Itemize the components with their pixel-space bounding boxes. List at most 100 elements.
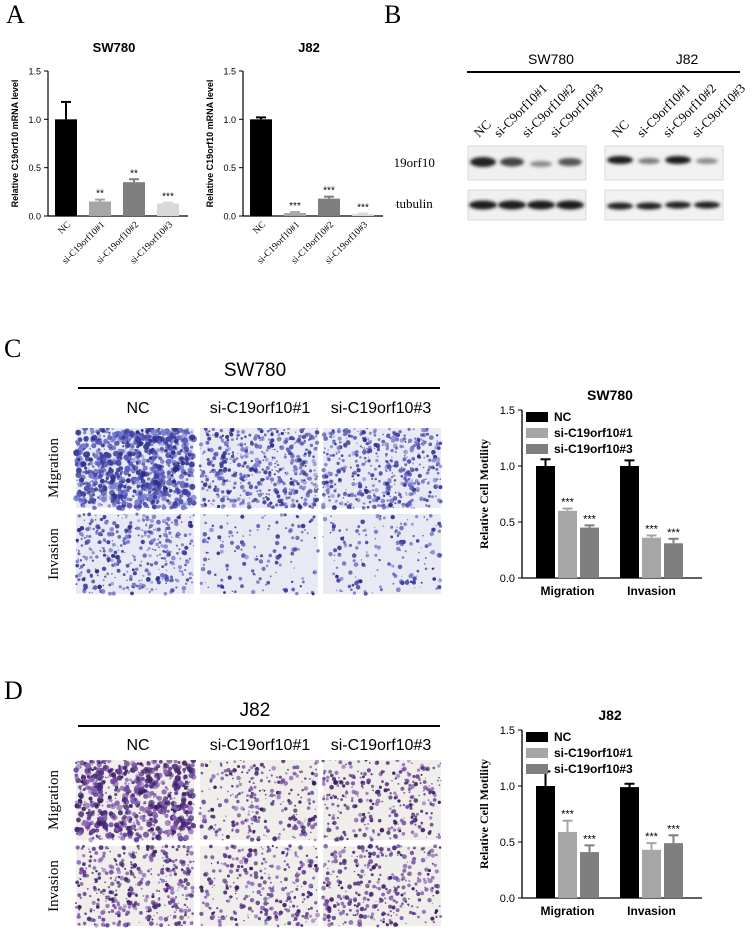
significance-label: *** bbox=[162, 191, 174, 202]
significance-label: *** bbox=[645, 831, 659, 843]
x-tick-label: Invasion bbox=[627, 904, 676, 918]
blot-band bbox=[498, 200, 526, 210]
significance-label: *** bbox=[357, 203, 369, 214]
y-tick-label: 0.5 bbox=[500, 837, 515, 849]
micrograph bbox=[73, 760, 197, 843]
blot-group-sw780: SW780 bbox=[528, 51, 574, 67]
blot-band bbox=[694, 201, 720, 209]
legend-label: NC bbox=[554, 730, 572, 744]
panel-d-image-grid: J82 NC si-C19orf10#1 si-C19orf10#3 bbox=[70, 700, 440, 760]
y-tick-label: 1.0 bbox=[500, 781, 515, 793]
y-tick-label: 1.0 bbox=[500, 461, 515, 473]
row-label: Invasion bbox=[46, 528, 62, 580]
y-tick-label: 0.0 bbox=[500, 893, 515, 905]
blot-band bbox=[665, 156, 691, 164]
bar bbox=[250, 119, 272, 216]
lane-label: NC bbox=[609, 117, 632, 140]
panel-b-western-blot: SW780 J82 NC si-C9orf10#1 si-C9orf10#2 s… bbox=[395, 51, 748, 221]
chart-title: J82 bbox=[298, 40, 320, 55]
y-tick-label: 1.0 bbox=[28, 115, 41, 125]
bar bbox=[580, 527, 599, 578]
bar bbox=[620, 787, 639, 898]
panel-letter-c: C bbox=[4, 334, 22, 363]
column-label: si-C19orf10#3 bbox=[330, 737, 432, 754]
bar bbox=[157, 203, 179, 216]
y-tick-label: 0.5 bbox=[223, 163, 236, 173]
significance-label: *** bbox=[645, 523, 659, 535]
x-tick-label: NC bbox=[252, 220, 268, 236]
bar bbox=[580, 852, 599, 898]
panel-c-cell-line: SW780 bbox=[223, 360, 287, 381]
x-tick-label: Invasion bbox=[627, 584, 676, 598]
y-tick-label: 1.5 bbox=[223, 67, 236, 77]
panel-c-micrographs: Migration Invasion bbox=[46, 428, 443, 596]
micrograph bbox=[321, 428, 443, 510]
y-tick-label: 1.0 bbox=[223, 115, 236, 125]
legend-swatch bbox=[526, 444, 548, 454]
bar bbox=[55, 119, 77, 216]
panel-c-image-grid: SW780 NC si-C19orf10#1 si-C19orf10#3 bbox=[70, 360, 440, 600]
legend-label: si-C19orf10#1 bbox=[554, 426, 633, 440]
blot-band bbox=[636, 202, 662, 210]
chart-title: J82 bbox=[598, 707, 622, 723]
chart-title: SW780 bbox=[93, 40, 136, 55]
y-tick-label: 0.0 bbox=[500, 573, 515, 585]
bar bbox=[558, 831, 577, 898]
bar bbox=[318, 198, 340, 216]
legend-swatch bbox=[526, 748, 548, 758]
bar bbox=[664, 543, 683, 578]
blot-band bbox=[665, 201, 691, 209]
bar bbox=[352, 214, 374, 216]
panel-c-motility-chart: SW780 0.0 0.5 1.0 1.5 Relative Cell Motility *… bbox=[477, 387, 702, 598]
blot-band bbox=[500, 157, 524, 167]
chart-title: SW780 bbox=[587, 387, 633, 403]
significance-label: *** bbox=[667, 527, 681, 539]
micrograph bbox=[74, 844, 195, 928]
legend-label: si-C19orf10#1 bbox=[554, 746, 633, 760]
column-label: si-C19orf10#1 bbox=[209, 400, 311, 417]
micrograph bbox=[73, 428, 197, 511]
y-tick-label: 1.5 bbox=[500, 725, 515, 737]
blot-row-label: C19orf10 bbox=[395, 155, 435, 170]
bar bbox=[664, 843, 683, 898]
panel-d-cell-line: J82 bbox=[239, 700, 271, 721]
micrograph bbox=[198, 760, 320, 842]
significance-label: ** bbox=[130, 168, 138, 179]
bar bbox=[620, 466, 639, 578]
y-axis-label: Relative C19orf10 mRNA level bbox=[205, 80, 215, 208]
blot-band bbox=[607, 156, 633, 164]
panel-d-header-line bbox=[78, 725, 440, 727]
significance-label: *** bbox=[323, 186, 335, 197]
blot-band bbox=[469, 200, 497, 210]
bar bbox=[284, 213, 306, 216]
significance-label: *** bbox=[561, 809, 575, 821]
bar bbox=[642, 537, 661, 578]
panel-letter-b: B bbox=[384, 0, 402, 29]
blot-band bbox=[558, 158, 582, 166]
legend-swatch bbox=[526, 732, 548, 742]
panel-d-micrographs: Migration Invasion bbox=[46, 760, 443, 928]
micrograph bbox=[321, 760, 442, 842]
y-axis-label: Relative Cell Motility bbox=[477, 759, 491, 869]
x-tick-label: Migration bbox=[541, 584, 595, 598]
bar bbox=[642, 849, 661, 898]
blot-band bbox=[607, 202, 633, 210]
column-label: si-C19orf10#3 bbox=[330, 400, 432, 417]
legend-label: NC bbox=[554, 410, 572, 424]
legend-swatch bbox=[526, 764, 548, 774]
panel-c-header-line bbox=[78, 387, 440, 389]
bar bbox=[89, 201, 111, 216]
y-axis-label: Relative Cell Motility bbox=[477, 439, 491, 549]
panel-d-motility-chart: J82 0.0 0.5 1.0 1.5 Relative Cell Motility ***… bbox=[477, 707, 702, 918]
significance-label: ** bbox=[96, 189, 104, 200]
y-axis-label: Relative C19orf10 mRNA level bbox=[10, 80, 20, 208]
blot-group-j82: J82 bbox=[676, 51, 699, 67]
blot-band bbox=[556, 200, 584, 210]
row-label: Migration bbox=[46, 770, 62, 830]
micrograph bbox=[199, 844, 320, 928]
significance-label: *** bbox=[561, 497, 575, 509]
blot-band bbox=[638, 158, 660, 164]
y-tick-label: 0.5 bbox=[500, 517, 515, 529]
micrograph bbox=[321, 843, 443, 928]
legend-swatch bbox=[526, 412, 548, 422]
